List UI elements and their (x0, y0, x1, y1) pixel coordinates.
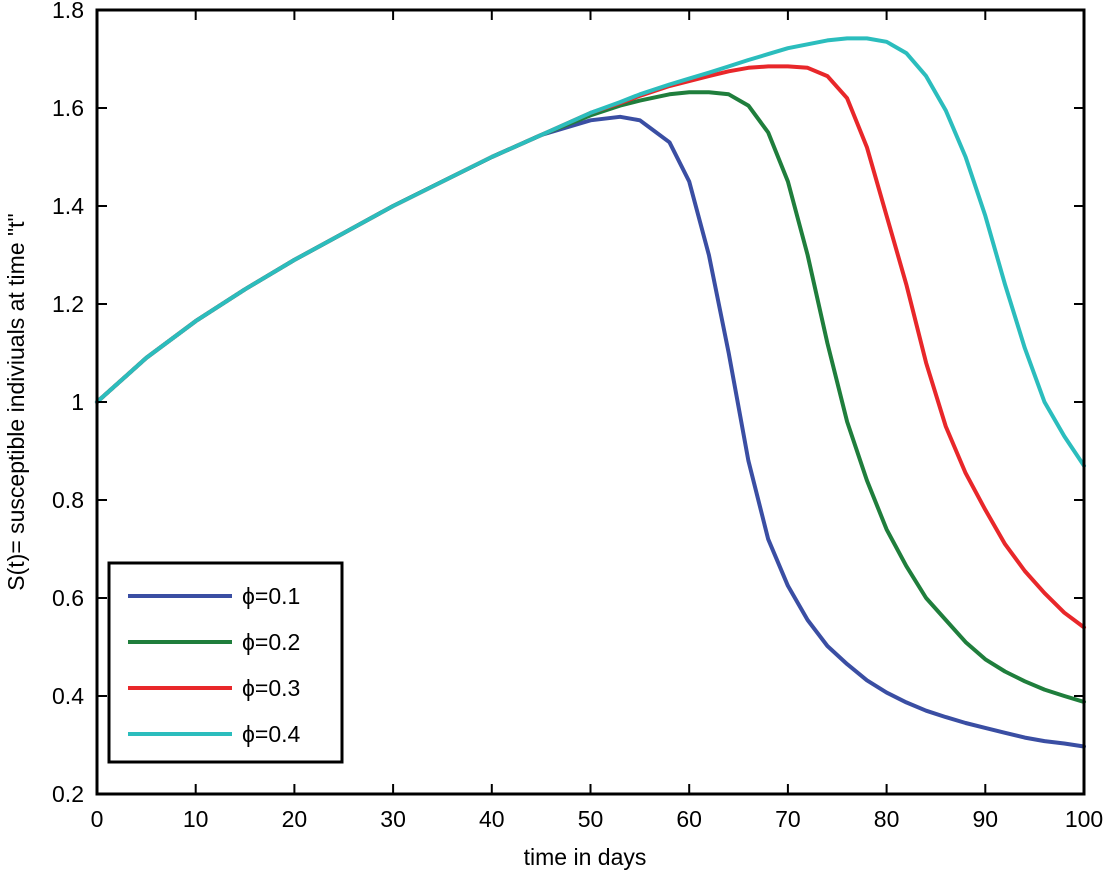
y-axis-ticks: 0.2 0.4 0.6 0.8 1 1.2 1.4 1.6 1.8 (52, 0, 1084, 807)
y-tick-label: 1.4 (52, 193, 84, 219)
y-tick-label: 1.2 (52, 291, 84, 317)
x-tick-label: 70 (775, 806, 801, 832)
y-tick-label: 0.2 (52, 781, 84, 807)
legend: ϕ=0.1 ϕ=0.2 ϕ=0.3 ϕ=0.4 (107, 561, 344, 764)
x-tick-label: 30 (380, 806, 406, 832)
legend-label-1: ϕ=0.1 (242, 583, 300, 609)
y-tick-label: 0.4 (52, 683, 84, 709)
legend-items: ϕ=0.1 ϕ=0.2 ϕ=0.3 ϕ=0.4 (128, 583, 300, 747)
y-tick-label: 1.6 (52, 95, 84, 121)
x-tick-label: 0 (91, 806, 104, 832)
legend-label-2: ϕ=0.2 (242, 629, 300, 655)
legend-label-4: ϕ=0.4 (242, 721, 300, 747)
y-tick-label: 1.8 (52, 0, 84, 23)
x-tick-label: 10 (183, 806, 209, 832)
x-tick-label: 100 (1065, 806, 1103, 832)
x-tick-label: 20 (282, 806, 308, 832)
x-axis-ticks: 0 10 20 30 40 50 60 70 80 90 100 (91, 10, 1103, 832)
x-tick-label: 90 (973, 806, 999, 832)
y-tick-label: 1 (71, 389, 84, 415)
x-tick-label: 50 (578, 806, 604, 832)
series-line-4 (95, 36, 1086, 468)
series-layer (95, 36, 1086, 749)
x-tick-label: 60 (676, 806, 702, 832)
y-axis-label: S(t)= susceptible indiviuals at time "t" (3, 213, 29, 590)
legend-label-3: ϕ=0.3 (242, 675, 300, 701)
y-tick-label: 0.8 (52, 487, 84, 513)
x-tick-label: 40 (479, 806, 505, 832)
x-axis-label: time in days (524, 844, 647, 870)
y-tick-label: 0.6 (52, 585, 84, 611)
x-tick-label: 80 (874, 806, 900, 832)
